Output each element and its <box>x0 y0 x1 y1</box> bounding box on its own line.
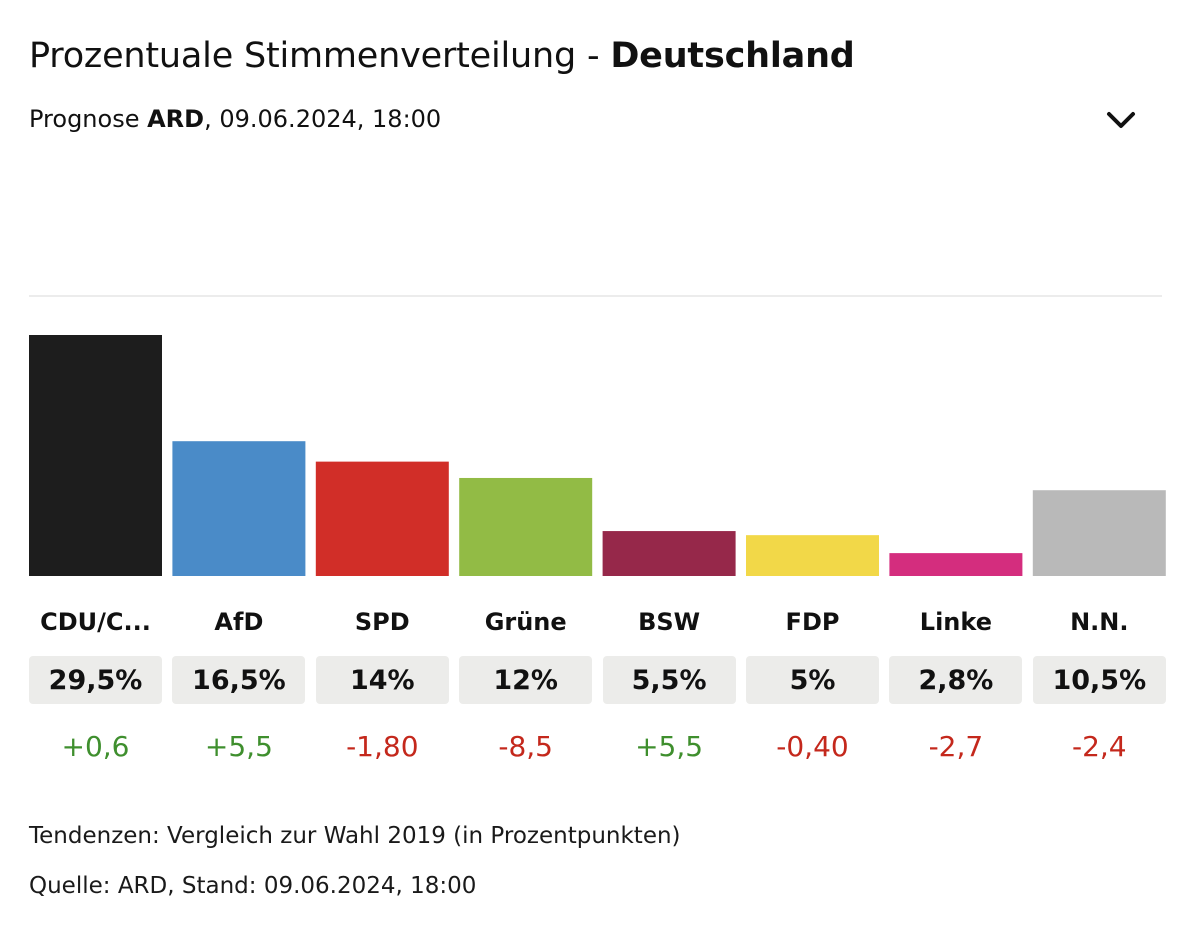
percentage-label: 2,8% <box>889 656 1023 704</box>
percentage-label: 10,5% <box>1032 656 1166 704</box>
party-column: Grüne 12% -8,5 <box>459 600 593 766</box>
bar-5 <box>746 535 879 576</box>
bar-chart <box>29 335 1166 576</box>
chart-subtitle: Prognose ARD, 09.06.2024, 18:00 <box>29 105 441 133</box>
party-column: AfD 16,5% +5,5 <box>172 600 306 766</box>
party-column: CDU/C... 29,5% +0,6 <box>29 600 162 766</box>
percentage-label: 14% <box>315 656 449 704</box>
party-label: N.N. <box>1070 608 1129 636</box>
trend-note: Tendenzen: Vergleich zur Wahl 2019 (in P… <box>29 823 681 849</box>
title-prefix: Prozentuale Stimmenverteilung - <box>29 36 611 76</box>
bar-1 <box>172 441 306 576</box>
chevron-down-icon <box>1107 112 1135 128</box>
percentage-label: 29,5% <box>29 656 162 704</box>
party-column: BSW 5,5% +5,5 <box>602 600 736 766</box>
change-label: -2,4 <box>1071 729 1127 763</box>
party-label: FDP <box>785 608 840 636</box>
expand-button[interactable] <box>1100 100 1142 140</box>
party-label: SPD <box>354 608 410 636</box>
chart-title: Prozentuale Stimmenverteilung - Deutschl… <box>29 36 855 76</box>
change-label: +5,5 <box>204 729 273 763</box>
percentage-label: 12% <box>459 656 593 704</box>
title-region: Deutschland <box>610 36 855 76</box>
party-label: Grüne <box>484 608 567 636</box>
change-label: -1,80 <box>346 729 419 763</box>
bar-6 <box>889 553 1023 576</box>
party-label: Linke <box>919 608 992 636</box>
bar-7 <box>1032 490 1166 576</box>
party-column: N.N. 10,5% -2,4 <box>1032 600 1166 766</box>
change-label: -0,40 <box>776 729 849 763</box>
party-label: BSW <box>638 608 701 636</box>
divider <box>29 295 1162 297</box>
change-label: +0,6 <box>61 729 130 763</box>
bar-3 <box>459 477 593 576</box>
party-column: SPD 14% -1,80 <box>315 600 449 766</box>
party-label: AfD <box>214 608 264 636</box>
source-note: Quelle: ARD, Stand: 09.06.2024, 18:00 <box>29 873 477 899</box>
percentage-label: 5,5% <box>602 656 736 704</box>
party-results: CDU/C... 29,5% +0,6 AfD 16,5% +5,5 SPD 14% -1,80… <box>29 600 1166 780</box>
subtitle-suffix: , 09.06.2024, 18:00 <box>204 105 442 133</box>
subtitle-prefix: Prognose <box>29 105 148 133</box>
bar-4 <box>602 531 736 576</box>
bar-0 <box>29 335 162 576</box>
party-column: FDP 5% -0,40 <box>746 600 879 766</box>
bar-2 <box>315 461 449 576</box>
percentage-label: 16,5% <box>172 656 306 704</box>
change-label: -2,7 <box>928 729 984 763</box>
subtitle-source: ARD <box>147 105 205 133</box>
party-label: CDU/C... <box>40 608 151 636</box>
percentage-label: 5% <box>746 656 879 704</box>
change-label: +5,5 <box>635 729 704 763</box>
change-label: -8,5 <box>498 729 553 763</box>
party-column: Linke 2,8% -2,7 <box>889 600 1023 766</box>
